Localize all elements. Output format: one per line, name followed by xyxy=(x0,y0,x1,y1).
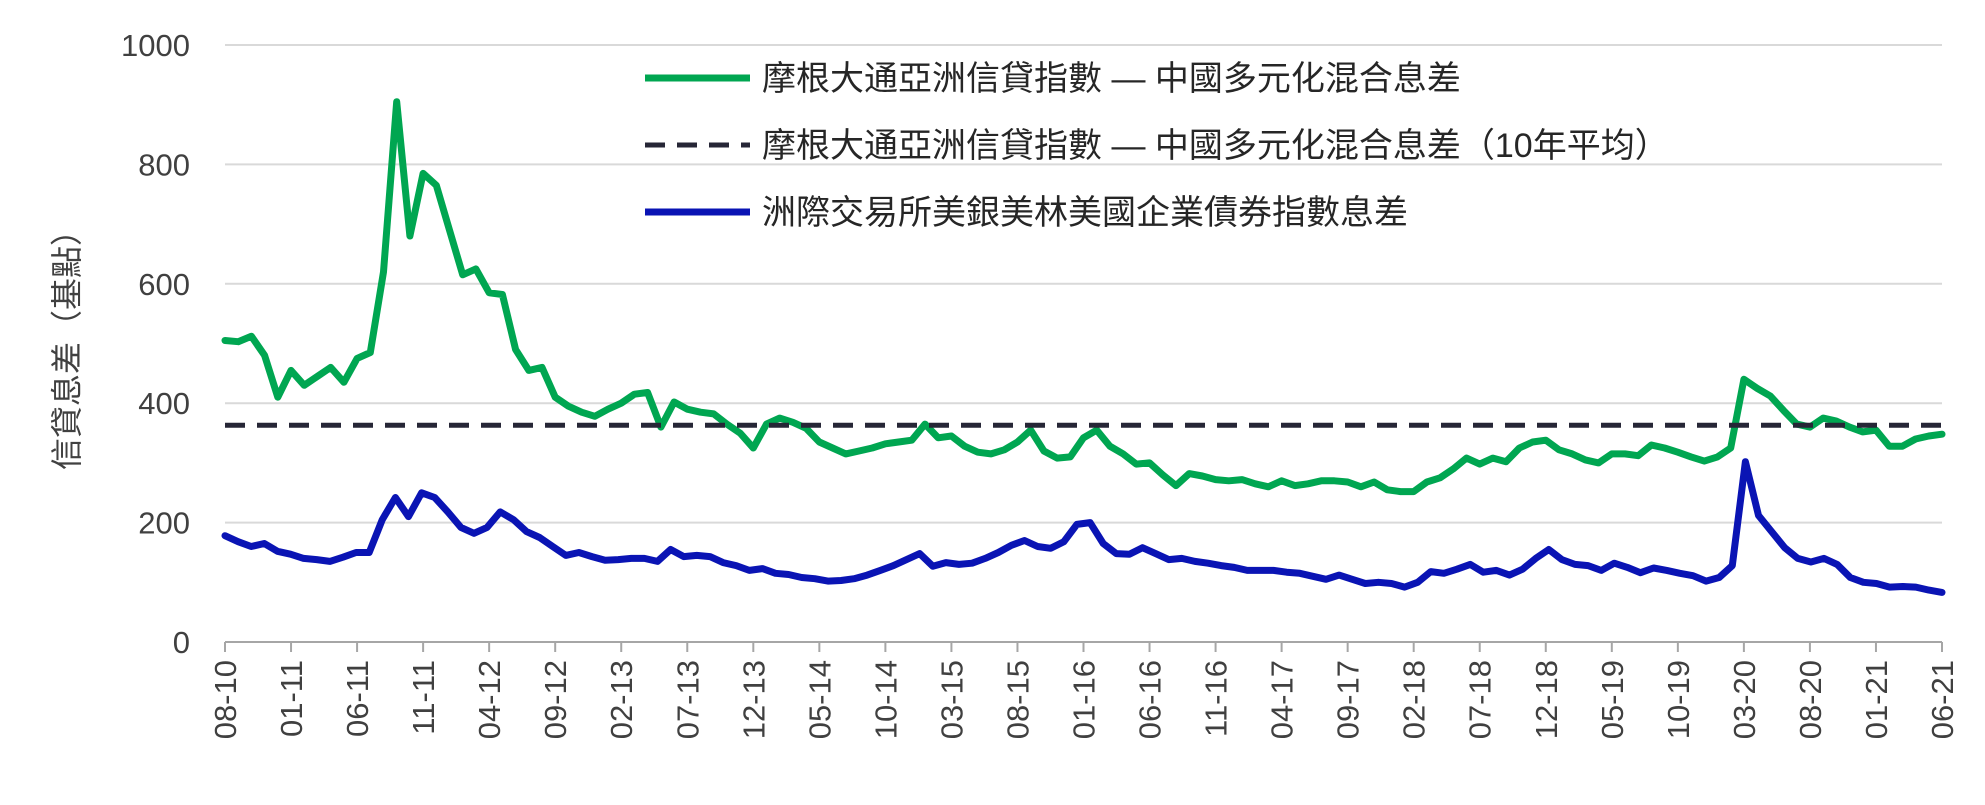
legend-label: 洲際交易所美銀美林美國企業債券指數息差 xyxy=(762,194,1408,232)
y-axis: 0 200 400 600 800 1000 xyxy=(121,28,190,660)
x-tick-label: 01-11 xyxy=(274,660,309,737)
y-tick-label: 800 xyxy=(138,147,190,182)
x-tick-label: 03-20 xyxy=(1727,660,1762,739)
x-tick-label: 11-16 xyxy=(1199,660,1234,737)
legend-label: 摩根大通亞洲信貸指數 — 中國多元化混合息差 xyxy=(762,60,1461,98)
y-tick-label: 200 xyxy=(138,506,190,541)
x-tick-label: 06-16 xyxy=(1133,660,1168,739)
y-tick-label: 0 xyxy=(173,625,190,660)
y-tick-label: 1000 xyxy=(121,28,190,63)
x-tick-label: 04-12 xyxy=(472,660,507,739)
x-tick-label: 02-13 xyxy=(604,660,639,739)
y-tick-label: 400 xyxy=(138,386,190,421)
x-tick-label: 01-21 xyxy=(1859,660,1894,739)
x-tick-label: 11-11 xyxy=(406,660,441,735)
x-tick-label: 05-14 xyxy=(802,660,837,739)
x-tick-label: 01-16 xyxy=(1067,660,1102,739)
x-tick-label: 02-18 xyxy=(1397,660,1432,739)
x-tick-label: 03-15 xyxy=(934,660,969,739)
x-tick-label: 06-21 xyxy=(1925,660,1960,739)
x-tick-label: 08-10 xyxy=(208,660,243,739)
legend-label: 摩根大通亞洲信貸指數 — 中國多元化混合息差（10年平均） xyxy=(762,127,1669,165)
series-layer xyxy=(221,98,1946,596)
x-tick-label: 04-17 xyxy=(1265,660,1300,739)
x-tick-label: 06-11 xyxy=(340,660,375,737)
y-axis-title: 信貸息差（基點） xyxy=(49,214,85,470)
x-axis: 08-10 01-11 06-11 11-11 04-12 09-12 02-13 07-13… xyxy=(208,641,1960,739)
x-tick-label: 09-12 xyxy=(538,660,573,739)
series-line-us-corporate-spread xyxy=(221,458,1946,596)
x-tick-label: 12-18 xyxy=(1529,660,1564,739)
series-line-jaci-china-spread xyxy=(221,98,1946,496)
x-tick-label: 05-19 xyxy=(1595,660,1630,739)
x-tick-label: 07-18 xyxy=(1463,660,1498,739)
x-tick-label: 10-19 xyxy=(1661,660,1696,739)
x-tick-label: 09-17 xyxy=(1331,660,1366,739)
x-tick-label: 08-15 xyxy=(1000,660,1035,739)
x-tick-label: 10-14 xyxy=(868,660,903,739)
y-tick-label: 600 xyxy=(138,267,190,302)
x-tick-label: 07-13 xyxy=(670,660,705,739)
x-tick-label: 12-13 xyxy=(736,660,771,739)
x-tick-label: 08-20 xyxy=(1793,660,1828,739)
